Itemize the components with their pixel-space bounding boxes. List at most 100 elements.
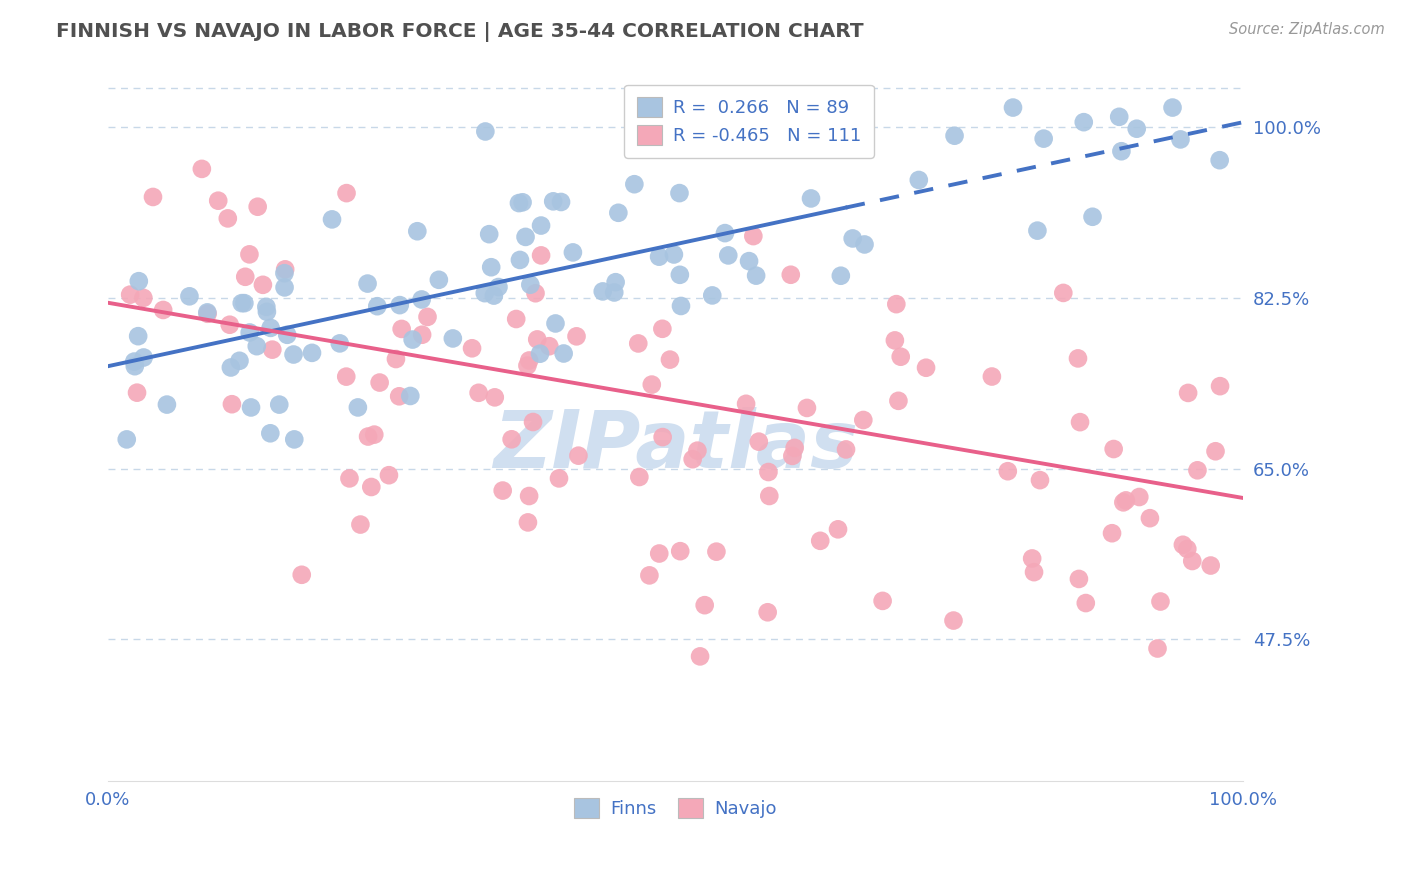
Point bbox=[1074, 596, 1097, 610]
Point bbox=[501, 432, 523, 446]
Point bbox=[541, 194, 564, 209]
Point bbox=[561, 245, 583, 260]
Point bbox=[461, 341, 484, 355]
Point bbox=[347, 401, 370, 415]
Point bbox=[124, 354, 146, 368]
Point bbox=[1069, 415, 1091, 429]
Point bbox=[132, 291, 155, 305]
Point bbox=[191, 161, 214, 176]
Point bbox=[1175, 541, 1198, 556]
Point bbox=[120, 287, 142, 301]
Point bbox=[388, 298, 411, 312]
Point bbox=[1139, 511, 1161, 525]
Point bbox=[1052, 285, 1074, 300]
Point bbox=[256, 305, 278, 319]
Point bbox=[1149, 594, 1171, 608]
Point bbox=[385, 351, 408, 366]
Point bbox=[758, 465, 780, 479]
Point bbox=[1125, 121, 1147, 136]
Point bbox=[259, 426, 281, 441]
Point bbox=[529, 347, 551, 361]
Point bbox=[246, 200, 269, 214]
Point bbox=[682, 452, 704, 467]
Point bbox=[474, 124, 496, 138]
Point bbox=[714, 226, 737, 240]
Point bbox=[349, 517, 371, 532]
Point bbox=[240, 401, 263, 415]
Point bbox=[231, 296, 253, 310]
Point bbox=[1146, 641, 1168, 656]
Point bbox=[441, 331, 464, 345]
Point bbox=[207, 194, 229, 208]
Point bbox=[508, 196, 530, 211]
Point bbox=[693, 598, 716, 612]
Point bbox=[796, 401, 818, 415]
Point bbox=[550, 194, 572, 209]
Point bbox=[522, 415, 544, 429]
Point bbox=[128, 274, 150, 288]
Point bbox=[335, 186, 357, 201]
Point bbox=[553, 346, 575, 360]
Point bbox=[915, 360, 938, 375]
Point bbox=[659, 352, 682, 367]
Point bbox=[1199, 558, 1222, 573]
Point bbox=[127, 329, 149, 343]
Point bbox=[627, 336, 650, 351]
Point bbox=[335, 369, 357, 384]
Point bbox=[887, 393, 910, 408]
Point bbox=[411, 293, 433, 307]
Point bbox=[530, 248, 553, 262]
Point bbox=[262, 343, 284, 357]
Point bbox=[274, 262, 297, 277]
Point bbox=[269, 398, 291, 412]
Point bbox=[411, 327, 433, 342]
Point bbox=[526, 333, 548, 347]
Point bbox=[628, 470, 651, 484]
Point bbox=[125, 385, 148, 400]
Point bbox=[357, 429, 380, 443]
Point bbox=[156, 398, 179, 412]
Point bbox=[124, 359, 146, 374]
Point bbox=[544, 317, 567, 331]
Point bbox=[592, 285, 614, 299]
Point bbox=[519, 277, 541, 292]
Point bbox=[363, 427, 385, 442]
Text: Source: ZipAtlas.com: Source: ZipAtlas.com bbox=[1229, 22, 1385, 37]
Point bbox=[651, 322, 673, 336]
Point bbox=[1205, 444, 1227, 458]
Point bbox=[997, 464, 1019, 478]
Point bbox=[1067, 572, 1090, 586]
Point bbox=[669, 299, 692, 313]
Point bbox=[356, 277, 378, 291]
Point bbox=[273, 266, 295, 280]
Point bbox=[321, 212, 343, 227]
Point bbox=[980, 369, 1002, 384]
Point bbox=[1021, 551, 1043, 566]
Point bbox=[648, 250, 671, 264]
Point bbox=[218, 318, 240, 332]
Point bbox=[179, 289, 201, 303]
Point bbox=[273, 280, 295, 294]
Point bbox=[283, 433, 305, 447]
Point bbox=[641, 377, 664, 392]
Point bbox=[401, 333, 423, 347]
Point bbox=[406, 224, 429, 238]
Point bbox=[853, 237, 876, 252]
Point bbox=[517, 489, 540, 503]
Point bbox=[388, 389, 411, 403]
Point bbox=[530, 219, 553, 233]
Point bbox=[339, 471, 361, 485]
Point bbox=[360, 480, 382, 494]
Point bbox=[742, 229, 765, 244]
Point bbox=[1102, 442, 1125, 456]
Point bbox=[800, 191, 823, 205]
Point bbox=[115, 433, 138, 447]
Point bbox=[474, 286, 496, 301]
Point bbox=[1067, 351, 1090, 366]
Point bbox=[512, 195, 534, 210]
Point bbox=[748, 434, 770, 449]
Point bbox=[467, 385, 489, 400]
Point bbox=[706, 544, 728, 558]
Point bbox=[1108, 110, 1130, 124]
Point bbox=[689, 649, 711, 664]
